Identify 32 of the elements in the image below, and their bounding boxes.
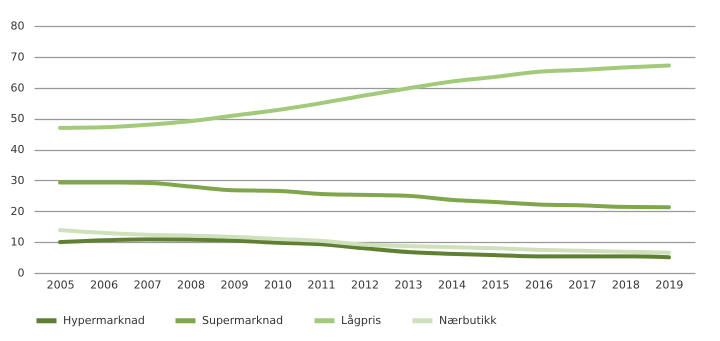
x-tick-label: 2015 [481, 278, 510, 292]
line-series [58, 64, 671, 130]
x-tick-label: 2014 [438, 278, 466, 292]
y-tick-label: 0 [18, 266, 24, 280]
x-tick-label: 2017 [568, 278, 596, 292]
line-series [58, 228, 671, 255]
y-tick-label: 80 [10, 20, 24, 32]
y-tick-label: 30 [10, 174, 24, 187]
legend-label: Nærbutikk [439, 314, 498, 327]
legend-label: Lågpris [341, 314, 382, 327]
x-tick-label: 2011 [308, 278, 336, 292]
x-tick-label: 2005 [46, 278, 75, 292]
y-tick-label: 10 [10, 236, 24, 249]
x-tick-label: 2018 [612, 278, 640, 292]
y-tick-label: 70 [10, 50, 24, 64]
y-tick-label: 50 [10, 112, 24, 126]
x-tick-label: 2016 [524, 278, 553, 292]
x-tick-label: 2007 [134, 278, 162, 292]
y-tick-label: 60 [10, 81, 24, 94]
legend-label: Supermarknad [202, 314, 284, 327]
x-tick-label: 2009 [220, 278, 249, 292]
x-tick-label: 2010 [264, 278, 292, 292]
x-tick-label: 2019 [655, 278, 684, 292]
line-series [58, 180, 671, 210]
x-tick-label: 2012 [351, 278, 379, 292]
legend-label: Hypermarknad [63, 314, 145, 327]
y-tick-label: 20 [10, 204, 24, 218]
x-tick-label: 2013 [394, 278, 422, 292]
x-tick-label: 2008 [177, 278, 206, 292]
x-tick-label: 2006 [90, 278, 118, 292]
line-series [58, 237, 671, 260]
y-tick-label: 40 [10, 143, 24, 156]
